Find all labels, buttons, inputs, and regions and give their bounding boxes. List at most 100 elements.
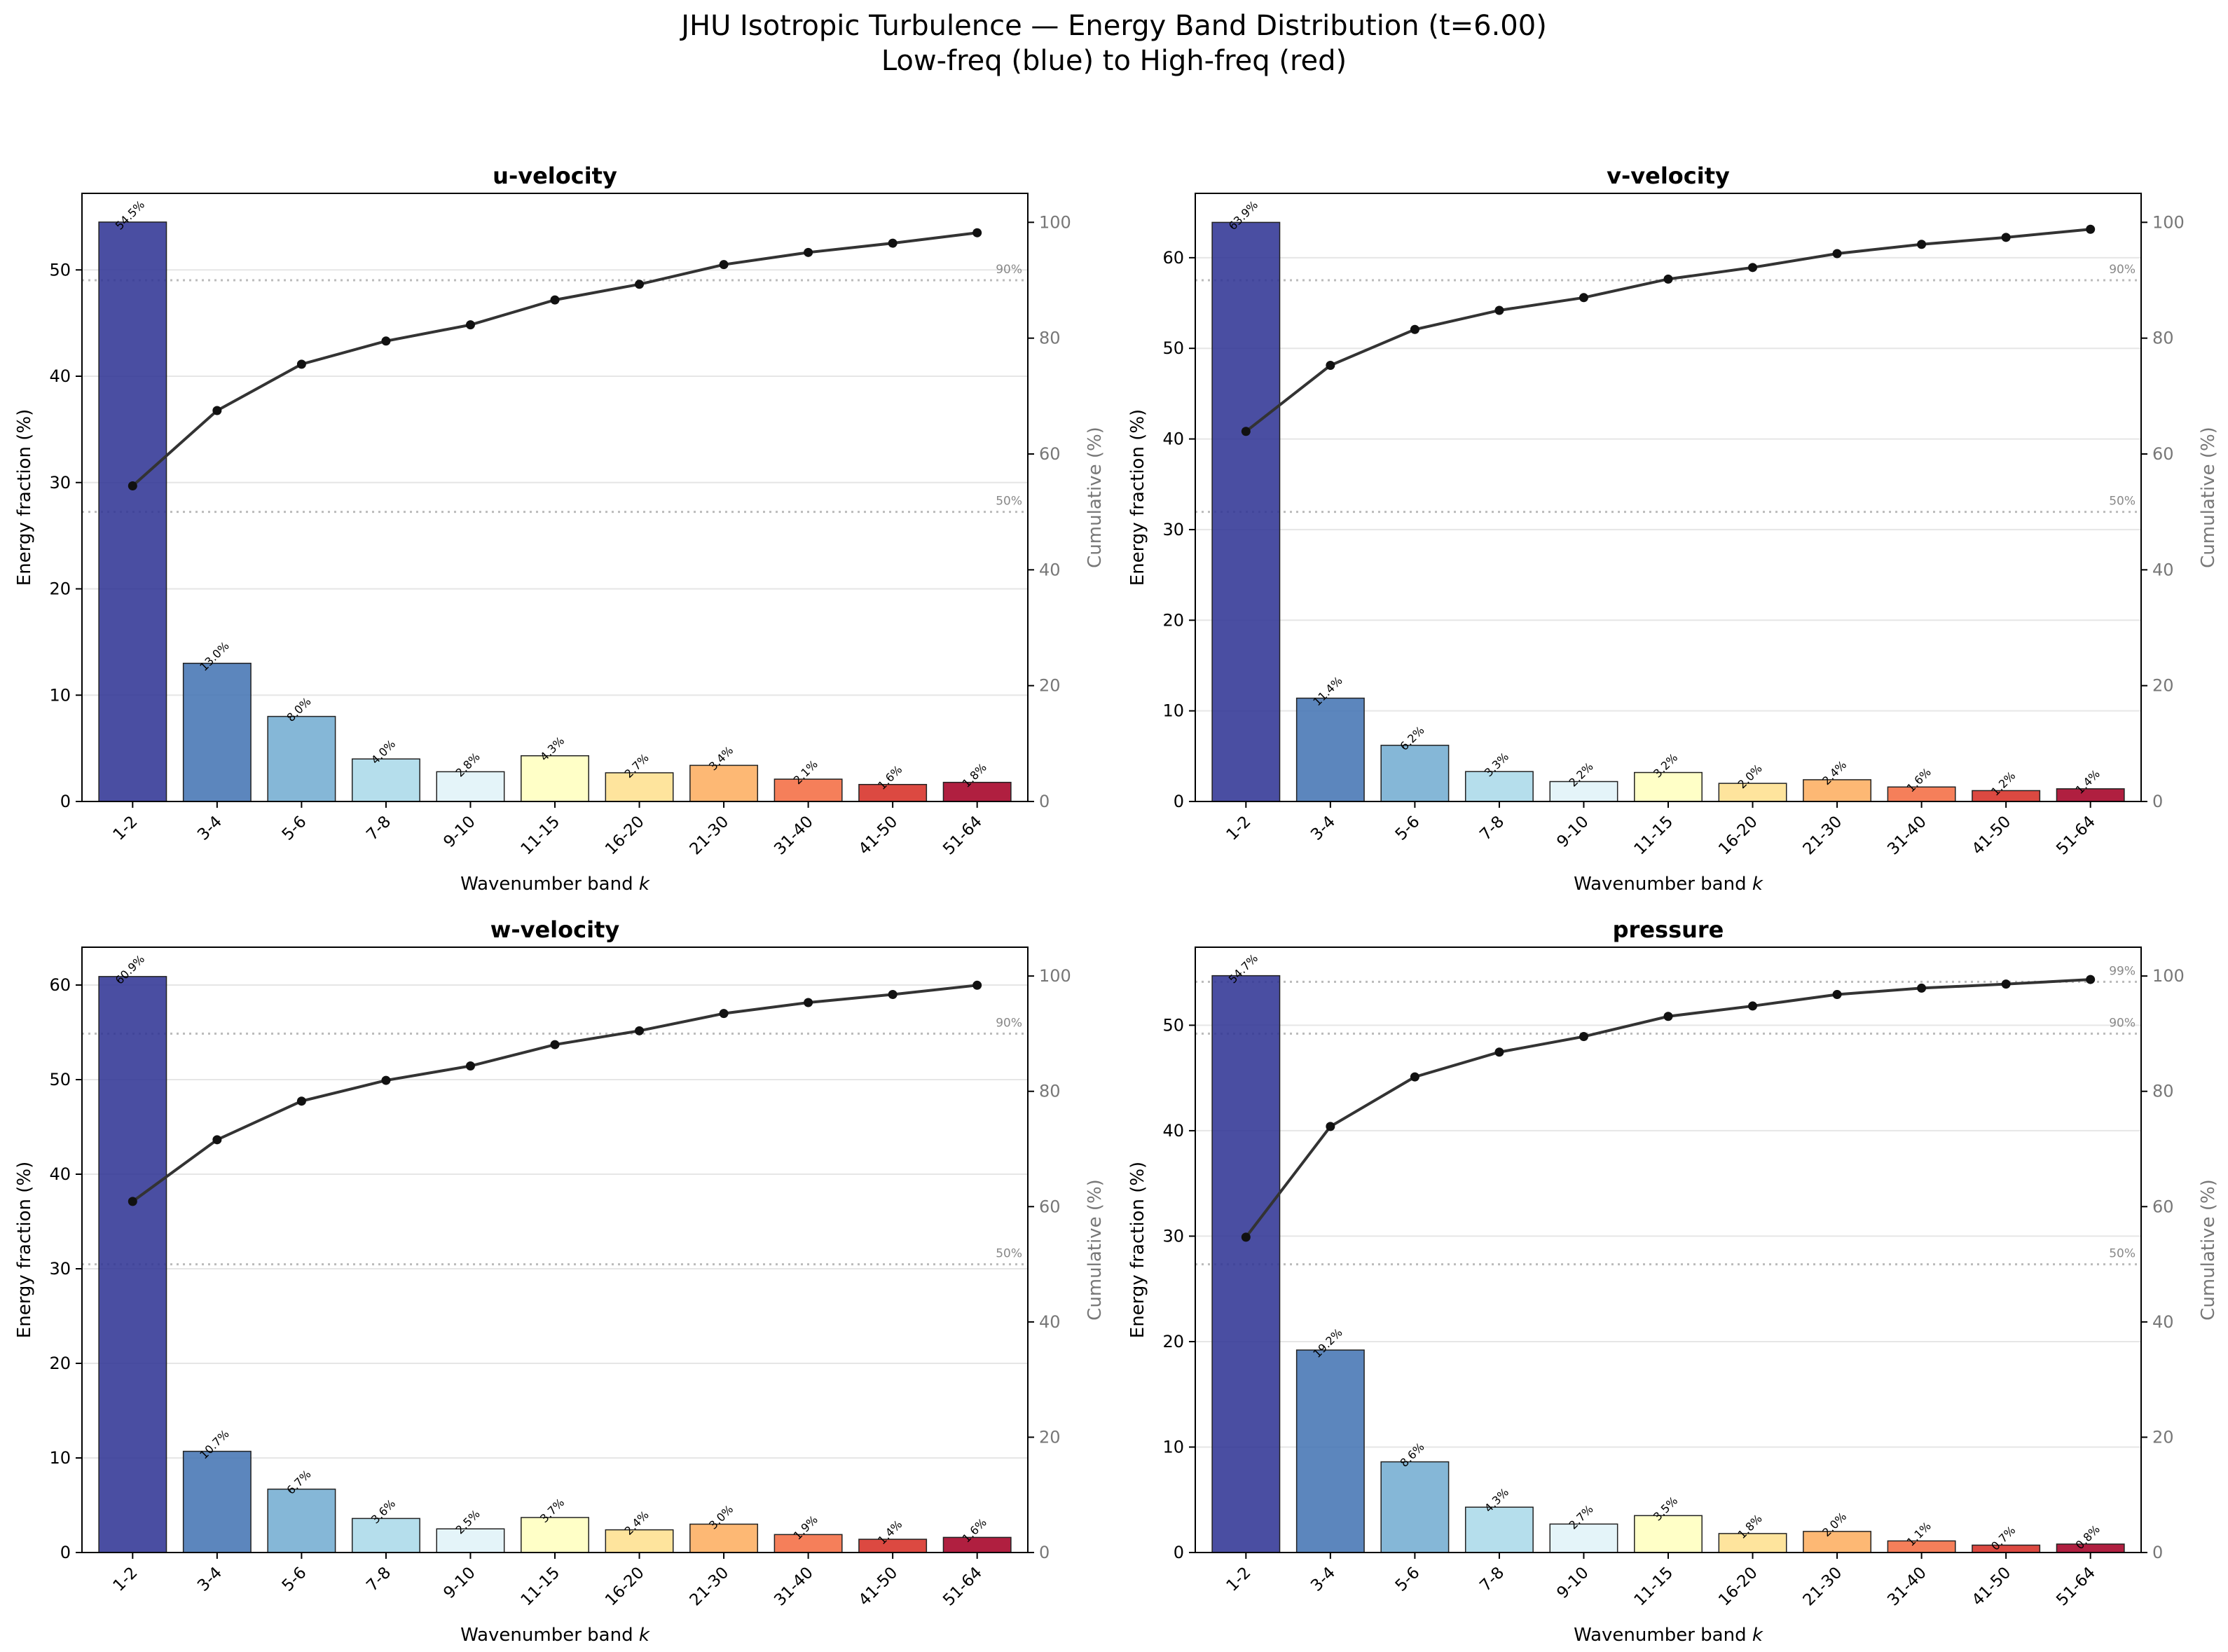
bar <box>1887 786 1956 802</box>
y-tick-label: 10 <box>49 685 71 705</box>
cumulative-point <box>1241 427 1251 436</box>
x-tick-label: 31-40 <box>1884 813 1930 859</box>
cumulative-point <box>1579 293 1588 303</box>
x-tick-label: 1-2 <box>1223 813 1255 844</box>
y2-axis-label: Cumulative (%) <box>1085 427 1106 568</box>
cumulative-point <box>1494 1047 1504 1057</box>
cumulative-point <box>2086 975 2096 984</box>
bar <box>1972 790 2041 802</box>
y2-tick-label: 0 <box>2152 792 2163 811</box>
y2-axis-label: Cumulative (%) <box>1085 1179 1106 1321</box>
cumulative-point <box>1579 1032 1588 1042</box>
y2-tick-label: 40 <box>1039 560 1061 579</box>
bar <box>1464 771 1534 802</box>
bar <box>1887 1540 1956 1553</box>
y2-tick-label: 60 <box>2152 1197 2174 1216</box>
x-tick-label: 1-2 <box>1223 1564 1255 1595</box>
cumulative-point <box>719 260 729 270</box>
y2-tick-label: 60 <box>1039 444 1061 464</box>
cumulative-point <box>2001 233 2011 242</box>
x-tick-label: 31-40 <box>1884 1564 1930 1610</box>
bar <box>942 781 1012 802</box>
x-tick-label: 3-4 <box>194 813 226 844</box>
reference-line-label: 90% <box>996 1016 1022 1030</box>
bar <box>2056 1543 2125 1553</box>
bar <box>2056 788 2125 802</box>
bar <box>1718 1533 1787 1553</box>
y-tick-label: 60 <box>49 975 71 995</box>
x-tick-label: 7-8 <box>363 813 394 844</box>
cumulative-point <box>128 1197 137 1206</box>
y-axis-label: Energy fraction (%) <box>14 1162 35 1338</box>
x-tick-label: 7-8 <box>363 1564 394 1595</box>
y-tick-label: 10 <box>1162 701 1184 721</box>
cumulative-point <box>1663 274 1673 284</box>
y-tick-label: 0 <box>60 792 71 811</box>
bar <box>351 758 420 802</box>
bar <box>1549 780 1618 802</box>
x-tick-label: 16-20 <box>602 813 648 859</box>
figure-title-line2: Low-freq (blue) to High-freq (red) <box>881 45 1347 77</box>
y-tick-label: 50 <box>1162 1015 1184 1035</box>
cumulative-point <box>550 1040 560 1049</box>
cumulative-point <box>381 336 391 346</box>
cumulative-line <box>1245 228 2091 433</box>
x-tick-label: 41-50 <box>1969 813 2015 859</box>
x-tick-label: 16-20 <box>1715 1564 1761 1610</box>
cumulative-point <box>804 998 813 1007</box>
y-tick-label: 20 <box>1162 610 1184 630</box>
x-tick-label: 51-64 <box>2053 813 2099 859</box>
x-tick-label: 3-4 <box>1307 1564 1339 1595</box>
x-tick-label: 1-2 <box>110 1564 142 1595</box>
x-tick-label: 51-64 <box>2053 1564 2099 1610</box>
bar <box>1464 1506 1534 1553</box>
cumulative-point <box>972 228 982 238</box>
figure-title-line1: JHU Isotropic Turbulence — Energy Band D… <box>681 10 1547 42</box>
cumulative-point <box>804 247 813 257</box>
reference-line-label: 50% <box>996 1247 1022 1261</box>
x-tick-label: 1-2 <box>110 813 142 844</box>
bar <box>1803 779 1872 802</box>
bar <box>182 1450 252 1553</box>
chart-panel-u-velocity: 50%90%54.5%13.0%8.0%4.0% 2.8%4.3%2.7% 3.4%… <box>14 163 1106 895</box>
cumulative-line <box>132 984 977 1203</box>
x-tick-label: 5-6 <box>279 813 310 844</box>
y2-tick-label: 80 <box>1039 1082 1061 1101</box>
bar <box>1380 1461 1450 1553</box>
y2-tick-label: 0 <box>1039 1543 1050 1562</box>
x-tick-label: 3-4 <box>194 1564 226 1595</box>
y2-tick-label: 20 <box>2152 1427 2174 1447</box>
x-tick-label: 5-6 <box>279 1564 310 1595</box>
x-tick-label: 11-15 <box>1631 1564 1677 1610</box>
bar <box>858 783 928 802</box>
reference-line-label: 50% <box>2109 1247 2136 1261</box>
cumulative-point <box>1326 1122 1335 1131</box>
x-tick-label: 21-30 <box>1800 813 1846 859</box>
bar <box>351 1517 420 1553</box>
cumulative-point <box>635 1026 645 1035</box>
y2-tick-label: 100 <box>2152 966 2185 986</box>
bar <box>1211 221 1281 802</box>
cumulative-point <box>719 1009 729 1019</box>
y2-tick-label: 0 <box>1039 792 1050 811</box>
bar <box>1718 783 1787 802</box>
bar <box>521 1517 589 1553</box>
cumulative-point <box>1917 983 1927 993</box>
cumulative-point <box>1494 305 1504 315</box>
cumulative-point <box>465 1061 475 1071</box>
bar <box>182 662 252 802</box>
x-tick-label: 41-50 <box>855 1564 902 1610</box>
x-tick-label: 9-10 <box>1553 813 1592 851</box>
bar <box>942 1536 1012 1553</box>
y2-tick-label: 60 <box>2152 444 2174 464</box>
cumulative-point <box>381 1075 391 1085</box>
cumulative-point <box>1326 361 1335 371</box>
x-axis-label: Wavenumber band k <box>1574 874 1763 895</box>
x-tick-label: 5-6 <box>1392 1564 1424 1595</box>
y-tick-label: 60 <box>1162 248 1184 268</box>
y-tick-label: 10 <box>49 1448 71 1468</box>
y2-tick-label: 20 <box>1039 1427 1061 1447</box>
cumulative-point <box>212 1135 222 1145</box>
x-tick-label: 51-64 <box>940 1564 986 1610</box>
